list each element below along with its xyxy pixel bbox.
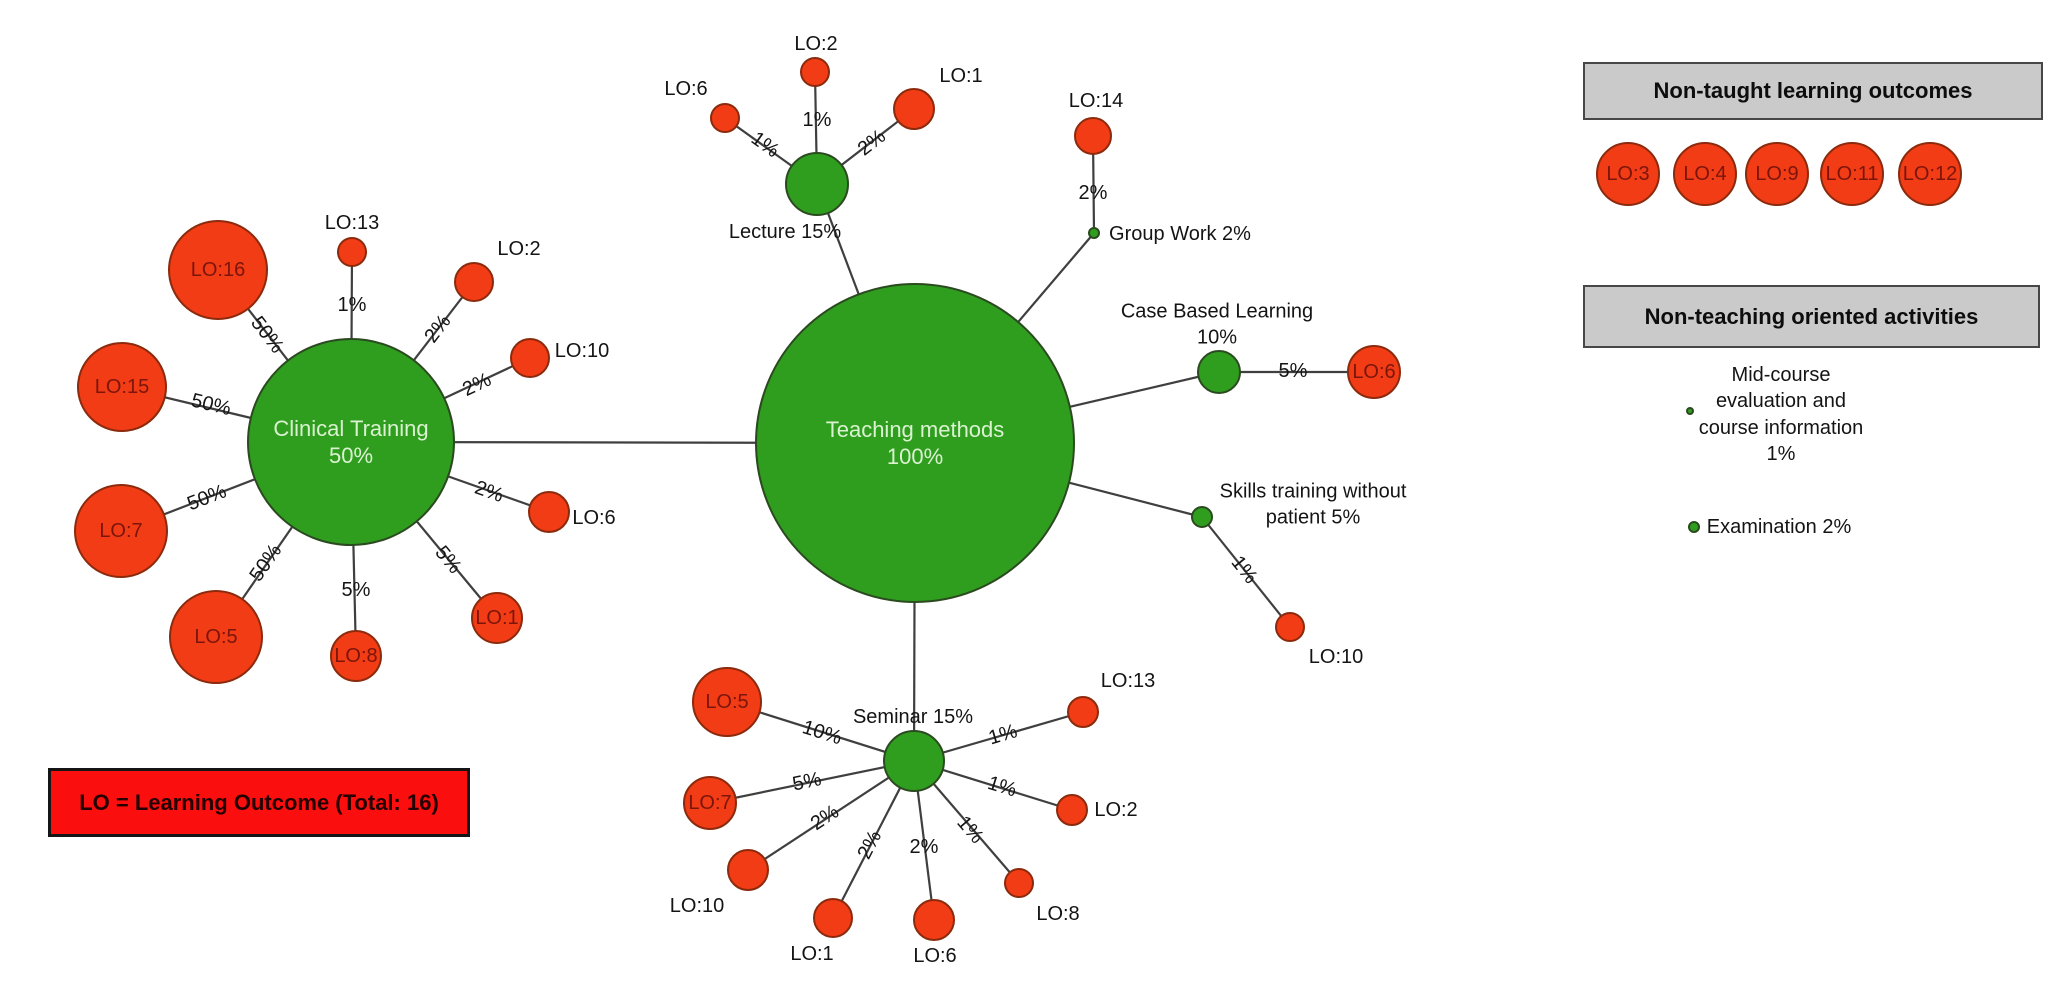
node-s13 xyxy=(1067,696,1099,728)
label-c5: LO:5 xyxy=(194,625,238,648)
edge-label-seminar-s6: 2% xyxy=(909,835,939,858)
node-c2 xyxy=(454,262,494,302)
node-groupwork xyxy=(1088,227,1100,239)
label-p4: LO:4 xyxy=(1683,162,1727,185)
label-c1: LO:1 xyxy=(475,606,519,629)
node-p12: LO:12 xyxy=(1898,142,1962,206)
label-c15: LO:15 xyxy=(94,375,150,398)
non-taught-outcomes-title: Non-taught learning outcomes xyxy=(1653,78,1973,103)
node-c5: LO:5 xyxy=(169,590,263,684)
label-p12: LO:12 xyxy=(1902,162,1958,185)
label-s13: LO:13 xyxy=(1100,669,1156,692)
node-casebased xyxy=(1197,350,1241,394)
label-seminar: Seminar 15% xyxy=(852,705,974,728)
edge-label-groupwork-g14: 2% xyxy=(1078,181,1108,204)
label-c13: LO:13 xyxy=(324,211,380,234)
node-c10 xyxy=(510,338,550,378)
label-s2: LO:2 xyxy=(1094,798,1138,821)
label-p9: LO:9 xyxy=(1755,162,1799,185)
edge-skills-sk10 xyxy=(1201,516,1291,628)
node-s2 xyxy=(1056,794,1088,826)
label-cb6: LO:6 xyxy=(1352,360,1396,383)
edge-label-clinical-c8: 5% xyxy=(341,578,371,601)
label-c10: LO:10 xyxy=(554,339,610,362)
node-c7: LO:7 xyxy=(74,484,168,578)
label-p11: LO:11 xyxy=(1825,162,1879,185)
label-groupwork: Group Work 2% xyxy=(1109,222,1251,245)
label-s6: LO:6 xyxy=(913,944,957,967)
label-l2: LO:2 xyxy=(794,32,838,55)
node-c13 xyxy=(337,237,367,267)
non-teaching-activities-header: Non-teaching oriented activities xyxy=(1583,285,2040,348)
node-c6 xyxy=(528,491,570,533)
node-cb6: LO:6 xyxy=(1347,345,1401,399)
node-sk10 xyxy=(1275,612,1305,642)
node-clinical: Clinical Training 50% xyxy=(247,338,455,546)
node-s8 xyxy=(1004,868,1034,898)
label-l6: LO:6 xyxy=(664,77,708,100)
label-l1: LO:1 xyxy=(939,64,983,87)
edge-label-lecture-l2: 1% xyxy=(802,108,832,131)
node-s7: LO:7 xyxy=(683,776,737,830)
edge-seminar-s10 xyxy=(747,760,915,871)
label-s10: LO:10 xyxy=(669,894,725,917)
node-s5: LO:5 xyxy=(692,667,762,737)
node-p4: LO:4 xyxy=(1673,142,1737,206)
node-l6 xyxy=(710,103,740,133)
label-lecture: Lecture 15% xyxy=(728,220,842,243)
label-s8: LO:8 xyxy=(1036,902,1080,925)
node-c8: LO:8 xyxy=(330,630,382,682)
label-c7: LO:7 xyxy=(99,519,143,542)
label-teaching: Teaching methods 100% xyxy=(825,416,1005,470)
edge-label-clinical-c13: 1% xyxy=(337,293,367,316)
node-p3: LO:3 xyxy=(1596,142,1660,206)
node-p11: LO:11 xyxy=(1820,142,1884,206)
node-seminar xyxy=(883,730,945,792)
label-exam: Examination 2% xyxy=(1706,515,1852,538)
node-c15: LO:15 xyxy=(77,342,167,432)
label-c8: LO:8 xyxy=(334,644,378,667)
label-c6: LO:6 xyxy=(572,506,616,529)
label-c2: LO:2 xyxy=(497,237,541,260)
node-g14 xyxy=(1074,117,1112,155)
node-l1 xyxy=(893,88,935,130)
node-c16: LO:16 xyxy=(168,220,268,320)
label-skills: Skills training without patient 5% xyxy=(1219,480,1407,529)
label-sk10: LO:10 xyxy=(1308,645,1364,668)
label-casebased: Case Based Learning 10% xyxy=(1120,300,1314,349)
node-c1: LO:1 xyxy=(471,592,523,644)
node-lecture xyxy=(785,152,849,216)
lo-legend-box: LO = Learning Outcome (Total: 16) xyxy=(48,768,470,837)
lo-legend-text: LO = Learning Outcome (Total: 16) xyxy=(79,789,439,815)
node-l2 xyxy=(800,57,830,87)
node-s10 xyxy=(727,849,769,891)
label-g14: LO:14 xyxy=(1068,89,1124,112)
node-midcourse xyxy=(1686,407,1694,415)
label-p3: LO:3 xyxy=(1606,162,1650,185)
node-skills xyxy=(1191,506,1213,528)
node-s1 xyxy=(813,898,853,938)
node-exam xyxy=(1688,521,1700,533)
node-teaching: Teaching methods 100% xyxy=(755,283,1075,603)
node-p9: LO:9 xyxy=(1745,142,1809,206)
edge-label-casebased-cb6: 5% xyxy=(1278,359,1308,382)
edge-seminar-s7 xyxy=(709,759,915,805)
non-taught-outcomes-header: Non-taught learning outcomes xyxy=(1583,62,2043,120)
label-s5: LO:5 xyxy=(705,690,749,713)
label-s1: LO:1 xyxy=(790,942,834,965)
node-s6 xyxy=(913,899,955,941)
label-c16: LO:16 xyxy=(190,258,246,281)
label-clinical: Clinical Training 50% xyxy=(273,415,429,469)
label-midcourse: Mid-course evaluation and course informati… xyxy=(1698,364,1864,466)
label-s7: LO:7 xyxy=(688,791,732,814)
non-teaching-activities-title: Non-teaching oriented activities xyxy=(1644,303,1979,329)
